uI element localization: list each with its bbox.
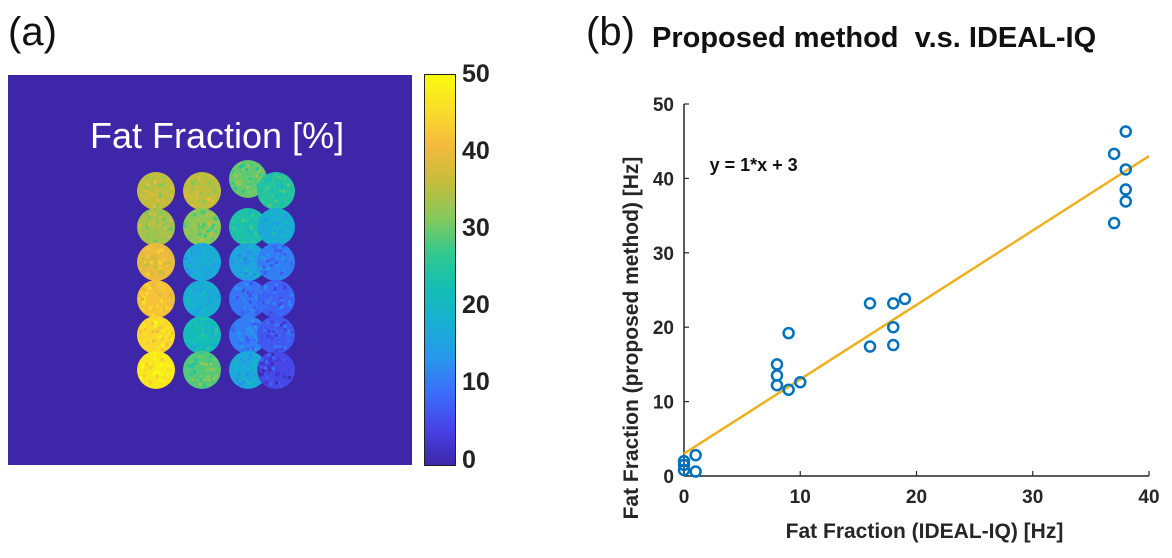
y-tick-label: 50 xyxy=(653,95,674,116)
phantom-vials xyxy=(137,160,295,389)
y-axis-label: Fat Fraction (proposed method) [Hz] xyxy=(620,157,643,520)
data-point xyxy=(794,376,807,389)
data-point xyxy=(1119,125,1132,138)
fit-line xyxy=(683,155,1150,455)
y-tick-label: 20 xyxy=(653,318,674,339)
x-tick-label: 40 xyxy=(1138,487,1159,508)
x-axis-label: Fat Fraction (IDEAL-IQ) [Hz] xyxy=(786,520,1064,543)
phantom-vial xyxy=(257,243,295,281)
data-point xyxy=(770,358,784,371)
phantom-vial xyxy=(229,316,267,354)
data-point xyxy=(782,326,795,340)
data-point xyxy=(863,340,877,353)
panel-a-label: (a) xyxy=(8,10,57,54)
y-tick-label: 40 xyxy=(653,169,674,190)
data-point xyxy=(887,320,900,334)
plot-title: Proposed method v.s. IDEAL-IQ xyxy=(652,22,1097,54)
data-point xyxy=(887,297,900,310)
data-point xyxy=(898,292,912,306)
x-tick-label: 0 xyxy=(679,487,690,508)
fit-equation: y = 1*x + 3 xyxy=(710,155,798,175)
data-point xyxy=(1119,163,1132,176)
phantom-vial xyxy=(257,172,295,210)
data-point xyxy=(689,448,702,462)
colorbar xyxy=(424,74,456,466)
data-point xyxy=(1107,147,1121,161)
data-point xyxy=(677,463,691,477)
colorbar-tick-label: 50 xyxy=(462,60,490,88)
phantom-vial xyxy=(137,280,175,318)
phantom-vial xyxy=(183,172,221,210)
data-point xyxy=(1119,195,1132,208)
colorbar-tick-label: 40 xyxy=(462,137,490,165)
colorbar-tick-label: 30 xyxy=(462,214,490,242)
phantom-vial xyxy=(137,351,175,389)
phantom-vial xyxy=(183,316,221,354)
phantom-vial xyxy=(137,208,175,246)
colorbar-tick-label: 20 xyxy=(462,291,490,319)
data-point xyxy=(770,378,784,392)
panel-b-label: (b) xyxy=(586,10,635,54)
phantom-vial xyxy=(183,280,221,318)
colorbar-tick-label: 10 xyxy=(462,368,490,396)
phantom-vial xyxy=(257,351,295,389)
data-point xyxy=(887,338,900,352)
data-point xyxy=(782,383,795,396)
phantom-vial xyxy=(137,243,175,281)
phantom-vial xyxy=(137,316,175,354)
data-point xyxy=(1119,183,1132,196)
data-point xyxy=(689,465,702,478)
fat-fraction-map: Fat Fraction [%] xyxy=(8,75,412,465)
phantom-vial xyxy=(257,316,295,354)
y-tick-label: 0 xyxy=(663,467,674,488)
phantom-vial xyxy=(229,351,267,389)
fat-fraction-map-title: Fat Fraction [%] xyxy=(90,115,345,156)
scatter-plot: 0 10 20 30 40 0 10 20 30 40 50 Fat Fraction (IDEAL-… xyxy=(620,95,1160,543)
x-tick-label: 10 xyxy=(790,487,811,508)
y-tick-label: 30 xyxy=(653,244,674,265)
y-tick-label: 10 xyxy=(653,393,674,414)
phantom-vial xyxy=(229,243,267,281)
data-point xyxy=(677,458,691,472)
phantom-vial xyxy=(183,243,221,281)
phantom-vial xyxy=(257,280,295,318)
phantom-vial xyxy=(257,208,295,246)
data-point xyxy=(863,297,877,310)
colorbar-tick-label: 0 xyxy=(462,446,476,474)
phantom-vial xyxy=(183,351,221,389)
x-tick-label: 30 xyxy=(1022,487,1043,508)
phantom-vial xyxy=(183,208,221,246)
data-point xyxy=(1107,216,1121,230)
phantom-vial xyxy=(137,172,175,210)
x-tick-label: 20 xyxy=(906,487,927,508)
